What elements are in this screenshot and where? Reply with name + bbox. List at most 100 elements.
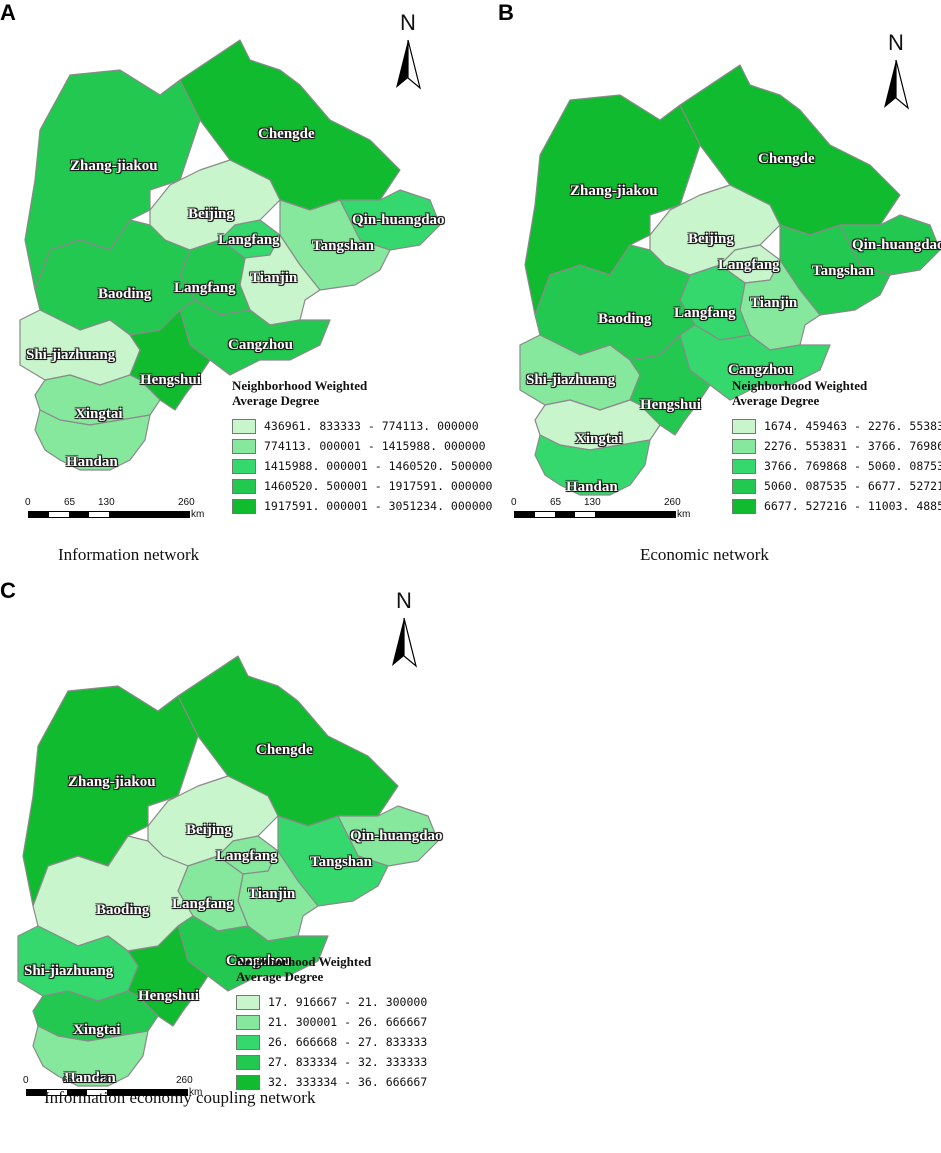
legend-item: 1917591. 000001 - 3051234. 000000	[232, 496, 492, 516]
label-chengde: Chengde	[758, 151, 815, 167]
map-panel-a: A Zhang-jiakou Chengde Beijing Langfang …	[0, 0, 492, 564]
legend-item: 17. 916667 - 21. 300000	[236, 992, 427, 1012]
label-tianjin: Tianjin	[250, 270, 298, 286]
legend-swatch	[232, 458, 256, 474]
legend-swatch	[232, 478, 256, 494]
panel-letter: A	[0, 0, 16, 25]
legend-item: 1415988. 000001 - 1460520. 500000	[232, 456, 492, 476]
region-zhangjiakou	[22, 685, 199, 907]
label-baoding: Baoding	[96, 902, 150, 918]
region-handan	[34, 409, 151, 471]
label-hengshui: Hengshui	[138, 988, 199, 1004]
scale-bar: 0 65 130 260 km	[511, 497, 694, 527]
legend-range-label: 3766. 769868 - 5060. 087534	[764, 459, 941, 473]
label-cangzhou: Cangzhou	[728, 362, 794, 378]
label-handan: Handan	[64, 1070, 116, 1086]
legend-item: 3766. 769868 - 5060. 087534	[732, 456, 941, 476]
region-map	[19, 39, 441, 471]
region-map	[519, 64, 941, 496]
legend-title-line-2: Average Degree	[232, 393, 320, 408]
legend: Neighborhood Weighted Average Degree 17.…	[236, 954, 427, 1092]
north-letter: N	[400, 10, 416, 35]
legend-item: 6677. 527216 - 11003. 488598	[732, 496, 941, 516]
legend-swatch	[732, 458, 756, 474]
scale-tick-65: 65	[62, 1075, 74, 1086]
label-baoding: Baoding	[598, 311, 652, 327]
legend: Neighborhood Weighted Average Degree 436…	[232, 378, 492, 516]
legend-swatch	[232, 498, 256, 514]
label-baoding: Baoding	[98, 286, 152, 302]
north-letter: N	[396, 588, 412, 613]
legend-title-line-2: Average Degree	[236, 969, 324, 984]
label-tianjin: Tianjin	[750, 295, 798, 311]
legend-item: 774113. 000001 - 1415988. 000000	[232, 436, 492, 456]
scale-bar: 0 65 130 260 km	[25, 497, 208, 527]
legend-range-label: 774113. 000001 - 1415988. 000000	[264, 439, 486, 453]
region-zhangjiakou	[524, 94, 701, 316]
label-hengshui: Hengshui	[640, 397, 701, 413]
legend-range-label: 1460520. 500001 - 1917591. 000000	[264, 479, 493, 493]
label-shijiazhuang: Shi-jiazhuang	[24, 963, 114, 979]
legend-title: Neighborhood Weighted Average Degree	[732, 378, 941, 408]
legend-swatch	[236, 1074, 260, 1090]
label-zhangjiakou: Zhang-jiakou	[570, 183, 658, 199]
label-langfang-north: Langfang	[216, 848, 278, 864]
label-qinhuangdao: Qin-huangdao	[352, 212, 445, 228]
legend-swatch	[236, 1054, 260, 1070]
scale-bar-graphic	[514, 511, 676, 518]
north-arrow-icon	[392, 617, 418, 668]
legend-range-label: 2276. 553831 - 3766. 769867	[764, 439, 941, 453]
scale-tick-260: 260	[178, 497, 195, 508]
label-zhangjiakou: Zhang-jiakou	[68, 774, 156, 790]
panel-letter: C	[0, 578, 16, 603]
legend-range-label: 1917591. 000001 - 3051234. 000000	[264, 499, 493, 513]
scale-unit: km	[191, 509, 205, 520]
legend-swatch	[232, 418, 256, 434]
label-tangshan: Tangshan	[312, 238, 374, 254]
label-beijing: Beijing	[188, 206, 234, 222]
label-cangzhou: Cangzhou	[228, 337, 294, 353]
north-letter: N	[888, 30, 904, 55]
legend-swatch	[732, 498, 756, 514]
north-arrow: N	[388, 10, 428, 100]
scale-unit: km	[189, 1087, 203, 1098]
label-qinhuangdao: Qin-huangdao	[350, 828, 443, 844]
legend-item: 5060. 087535 - 6677. 527215	[732, 476, 941, 496]
scale-bar-graphic	[26, 1089, 188, 1096]
label-xingtai: Xingtai	[73, 1022, 121, 1038]
label-langfang-south: Langfang	[674, 305, 736, 321]
label-qinhuangdao: Qin-huangdao	[852, 237, 941, 253]
legend-swatch	[236, 1034, 260, 1050]
label-xingtai: Xingtai	[575, 431, 623, 447]
label-chengde: Chengde	[258, 126, 315, 142]
scale-tick-0: 0	[23, 1075, 29, 1086]
legend-item: 1460520. 500001 - 1917591. 000000	[232, 476, 492, 496]
label-cangzhou: Cangzhou	[226, 953, 292, 969]
legend-range-label: 6677. 527216 - 11003. 488598	[764, 499, 941, 513]
scale-tick-65: 65	[550, 497, 562, 508]
panel-caption: Information economy coupling network	[44, 1088, 316, 1107]
legend-title: Neighborhood Weighted Average Degree	[236, 954, 427, 984]
legend-title: Neighborhood Weighted Average Degree	[232, 378, 492, 408]
scale-tick-260: 260	[664, 497, 681, 508]
north-arrow: N	[876, 30, 916, 120]
north-arrow: N	[384, 588, 424, 678]
region-handan	[534, 434, 651, 496]
legend-range-label: 27. 833334 - 32. 333333	[268, 1055, 428, 1069]
legend-range-label: 1674. 459463 - 2276. 553830	[764, 419, 941, 433]
legend-item: 2276. 553831 - 3766. 769867	[732, 436, 941, 456]
panel-caption: Economic network	[640, 545, 769, 564]
legend-range-label: 1415988. 000001 - 1460520. 500000	[264, 459, 493, 473]
legend-swatch	[732, 418, 756, 434]
map-panel-b: B Zhang-jiakou Chengde Beijing Langfang …	[470, 0, 941, 564]
legend-swatch	[732, 478, 756, 494]
legend-rows: 17. 916667 - 21. 300000 21. 300001 - 26. …	[236, 992, 427, 1092]
label-shijiazhuang: Shi-jiazhuang	[526, 372, 616, 388]
legend-item: 27. 833334 - 32. 333333	[236, 1052, 427, 1072]
legend-swatch	[232, 438, 256, 454]
legend-title-line-1: Neighborhood Weighted	[236, 954, 372, 969]
legend-item: 26. 666668 - 27. 833333	[236, 1032, 427, 1052]
label-handan: Handan	[66, 454, 118, 470]
legend-range-label: 32. 333334 - 36. 666667	[268, 1075, 428, 1089]
scale-tick-260: 260	[176, 1075, 193, 1086]
